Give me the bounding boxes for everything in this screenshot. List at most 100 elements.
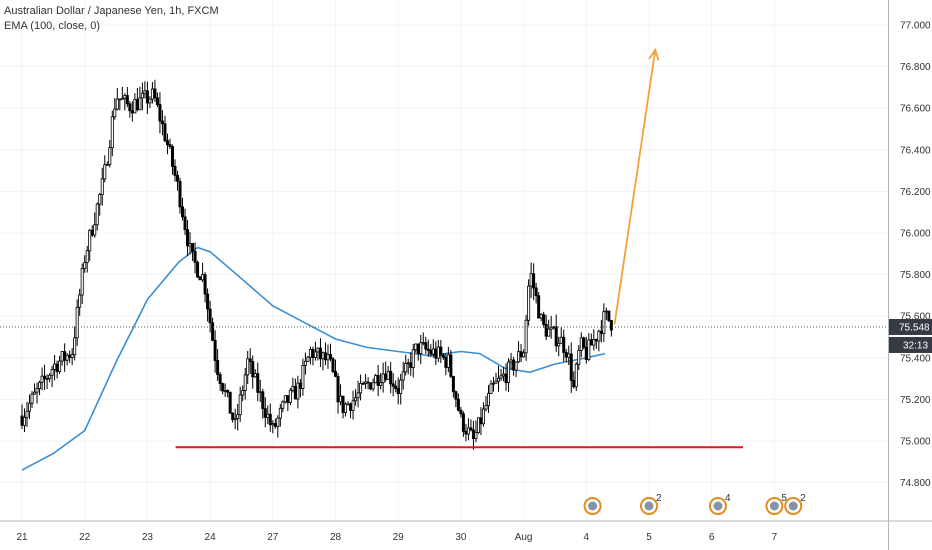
- candle: [28, 394, 32, 420]
- indicator-label: EMA (100, close, 0): [4, 20, 100, 32]
- event-icon[interactable]: 2: [784, 493, 806, 515]
- candle-down: [135, 99, 139, 111]
- candle-down: [456, 398, 460, 411]
- candle-down: [562, 336, 566, 353]
- candle-up: [313, 351, 317, 358]
- candle: [502, 366, 506, 382]
- y-tick-label: 75.800: [900, 270, 931, 281]
- candle-up: [75, 306, 79, 339]
- candle: [110, 110, 114, 157]
- grid: [0, 0, 888, 520]
- candle: [165, 133, 169, 155]
- candle-down: [607, 310, 611, 321]
- candle-up: [118, 98, 122, 101]
- event-icon[interactable]: 2: [640, 493, 662, 515]
- candle: [266, 405, 270, 425]
- y-tick-label: 76.000: [900, 228, 931, 239]
- candle-up: [356, 392, 360, 399]
- candle: [469, 419, 473, 432]
- event-icons[interactable]: 2 4 5 2: [583, 493, 807, 515]
- y-tick-label: 76.600: [900, 104, 931, 115]
- candle-down: [43, 375, 47, 380]
- candle: [203, 272, 207, 303]
- candle-up: [138, 97, 142, 111]
- candle: [604, 307, 608, 321]
- candle-down: [589, 339, 593, 346]
- candle-down: [191, 243, 195, 252]
- candle-up: [406, 362, 410, 365]
- candle-up: [474, 432, 478, 440]
- candle: [439, 339, 443, 363]
- candle-up: [301, 365, 305, 389]
- candle-down: [544, 324, 548, 337]
- candle: [153, 79, 157, 102]
- y-tick-label: 76.800: [900, 62, 931, 73]
- candle: [283, 395, 287, 404]
- event-icon[interactable]: 4: [708, 493, 731, 515]
- y-tick-label: 74.800: [900, 478, 931, 489]
- candle: [88, 228, 92, 262]
- candle-up: [243, 374, 247, 391]
- candle-up: [492, 382, 496, 385]
- candle: [248, 348, 252, 374]
- candle: [344, 402, 348, 417]
- candle-down: [268, 413, 272, 426]
- candle: [379, 373, 383, 390]
- candle-down: [155, 97, 159, 105]
- candle-up: [354, 397, 358, 402]
- candle: [85, 245, 89, 273]
- candle-down: [186, 229, 190, 247]
- candle: [160, 110, 164, 136]
- candle-up: [321, 352, 325, 360]
- candle-down: [471, 429, 475, 440]
- candle: [181, 197, 185, 221]
- candle: [148, 96, 152, 109]
- candle-up: [40, 375, 44, 383]
- candle-down: [454, 391, 458, 400]
- candle: [216, 348, 220, 382]
- event-count: 2: [656, 493, 662, 504]
- candle-down: [248, 358, 252, 362]
- candle-down: [464, 431, 468, 435]
- candle-up: [140, 92, 144, 99]
- candle-up: [577, 349, 581, 365]
- candle-down: [211, 322, 215, 341]
- candle-up: [381, 373, 385, 384]
- candle-up: [148, 98, 152, 104]
- event-flag: [644, 501, 654, 511]
- candle: [466, 418, 470, 441]
- candle-up: [296, 382, 300, 400]
- candle-down: [434, 348, 438, 359]
- candle-down: [331, 358, 335, 372]
- x-tick-label: Aug: [515, 532, 533, 543]
- candle: [163, 115, 167, 143]
- candle-up: [497, 377, 501, 382]
- event-icon[interactable]: [583, 497, 602, 515]
- candle: [456, 393, 460, 412]
- candle-up: [48, 374, 52, 379]
- event-icon[interactable]: 5: [765, 493, 787, 515]
- candle: [155, 92, 159, 108]
- candle-down: [449, 354, 453, 377]
- candle-down: [504, 373, 508, 384]
- candle-up: [386, 370, 390, 380]
- candle: [356, 380, 360, 408]
- candle-up: [499, 375, 503, 379]
- candle-down: [160, 120, 164, 125]
- candle-down: [221, 383, 225, 392]
- candle-down: [175, 174, 179, 182]
- candle: [306, 355, 310, 362]
- candle-down: [145, 90, 149, 104]
- candle: [115, 87, 119, 111]
- candle-up: [419, 342, 423, 354]
- candle-up: [557, 342, 561, 347]
- candle-up: [80, 268, 84, 296]
- candle-down: [226, 389, 230, 393]
- candle-down: [444, 356, 448, 368]
- candle-down: [125, 95, 129, 105]
- candle-up: [574, 363, 578, 388]
- candle-up: [524, 319, 528, 354]
